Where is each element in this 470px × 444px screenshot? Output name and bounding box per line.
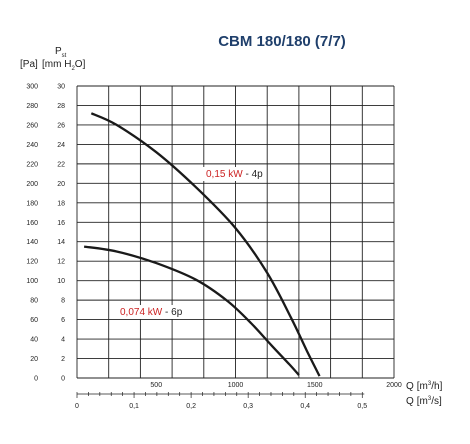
x2-tick-m3s: 0,5	[357, 403, 367, 410]
y-tick-mm: 8	[61, 298, 65, 305]
y-tick-pa: 160	[26, 220, 38, 227]
y-tick-pa: 80	[30, 298, 38, 305]
y-tick-mm: 2	[61, 356, 65, 363]
y-tick-mm: 12	[57, 259, 65, 266]
y-tick-pa: 40	[30, 337, 38, 344]
y-tick-mm: 0	[61, 376, 65, 383]
y-tick-mm: 18	[57, 200, 65, 207]
y-tick-pa: 240	[26, 142, 38, 149]
x2-tick-m3s: 0,2	[186, 403, 196, 410]
x-tick-m3h: 1500	[307, 382, 323, 389]
y-tick-mm: 22	[57, 161, 65, 168]
series-label-bg	[117, 305, 186, 319]
series-label-4p: 0,15 kW - 4p	[206, 169, 263, 180]
y-tick-mm: 26	[57, 122, 65, 129]
x2-tick-m3s: 0	[75, 403, 79, 410]
y-tick-pa: 60	[30, 317, 38, 324]
x-tick-m3h: 1000	[228, 382, 244, 389]
y-tick-pa: 300	[26, 84, 38, 91]
x2-tick-m3s: 0,4	[300, 403, 310, 410]
series-line-4p	[90, 112, 321, 377]
y-tick-pa: 180	[26, 200, 38, 207]
chart-title: CBM 180/180 (7/7)	[218, 33, 346, 50]
x-axis-q-m3s-label: Q [m3/s]	[406, 396, 442, 407]
y-tick-mm: 4	[61, 337, 65, 344]
y-tick-pa: 120	[26, 259, 38, 266]
y-tick-pa: 100	[26, 278, 38, 285]
series-line-6p	[83, 245, 300, 376]
y-axis-mm-unit: [mm H2O]	[42, 59, 86, 72]
y-tick-mm: 6	[61, 317, 65, 324]
y-tick-mm: 20	[57, 181, 65, 188]
y-tick-mm: 14	[57, 239, 65, 246]
y-tick-mm: 16	[57, 220, 65, 227]
y-tick-pa: 200	[26, 181, 38, 188]
y-tick-mm: 10	[57, 278, 65, 285]
y-tick-pa: 0	[34, 376, 38, 383]
series-label-6p: 0,074 kW - 6p	[120, 307, 183, 318]
x2-tick-m3s: 0,3	[243, 403, 253, 410]
y-tick-mm: 24	[57, 142, 65, 149]
y-tick-mm: 28	[57, 103, 65, 110]
x-tick-m3h: 2000	[386, 382, 402, 389]
x-tick-m3h: 500	[150, 382, 162, 389]
y-tick-pa: 280	[26, 103, 38, 110]
x-axis-q-m3h-label: Q [m3/h]	[406, 381, 443, 392]
y-tick-pa: 140	[26, 239, 38, 246]
y-axis-pa-unit: [Pa]	[20, 59, 38, 70]
y-tick-pa: 220	[26, 161, 38, 168]
y-tick-pa: 20	[30, 356, 38, 363]
y-tick-pa: 260	[26, 122, 38, 129]
y-tick-mm: 30	[57, 84, 65, 91]
x2-tick-m3s: 0,1	[129, 403, 139, 410]
y-axis-symbol: Pst	[55, 46, 67, 59]
series-label-bg	[203, 167, 266, 181]
